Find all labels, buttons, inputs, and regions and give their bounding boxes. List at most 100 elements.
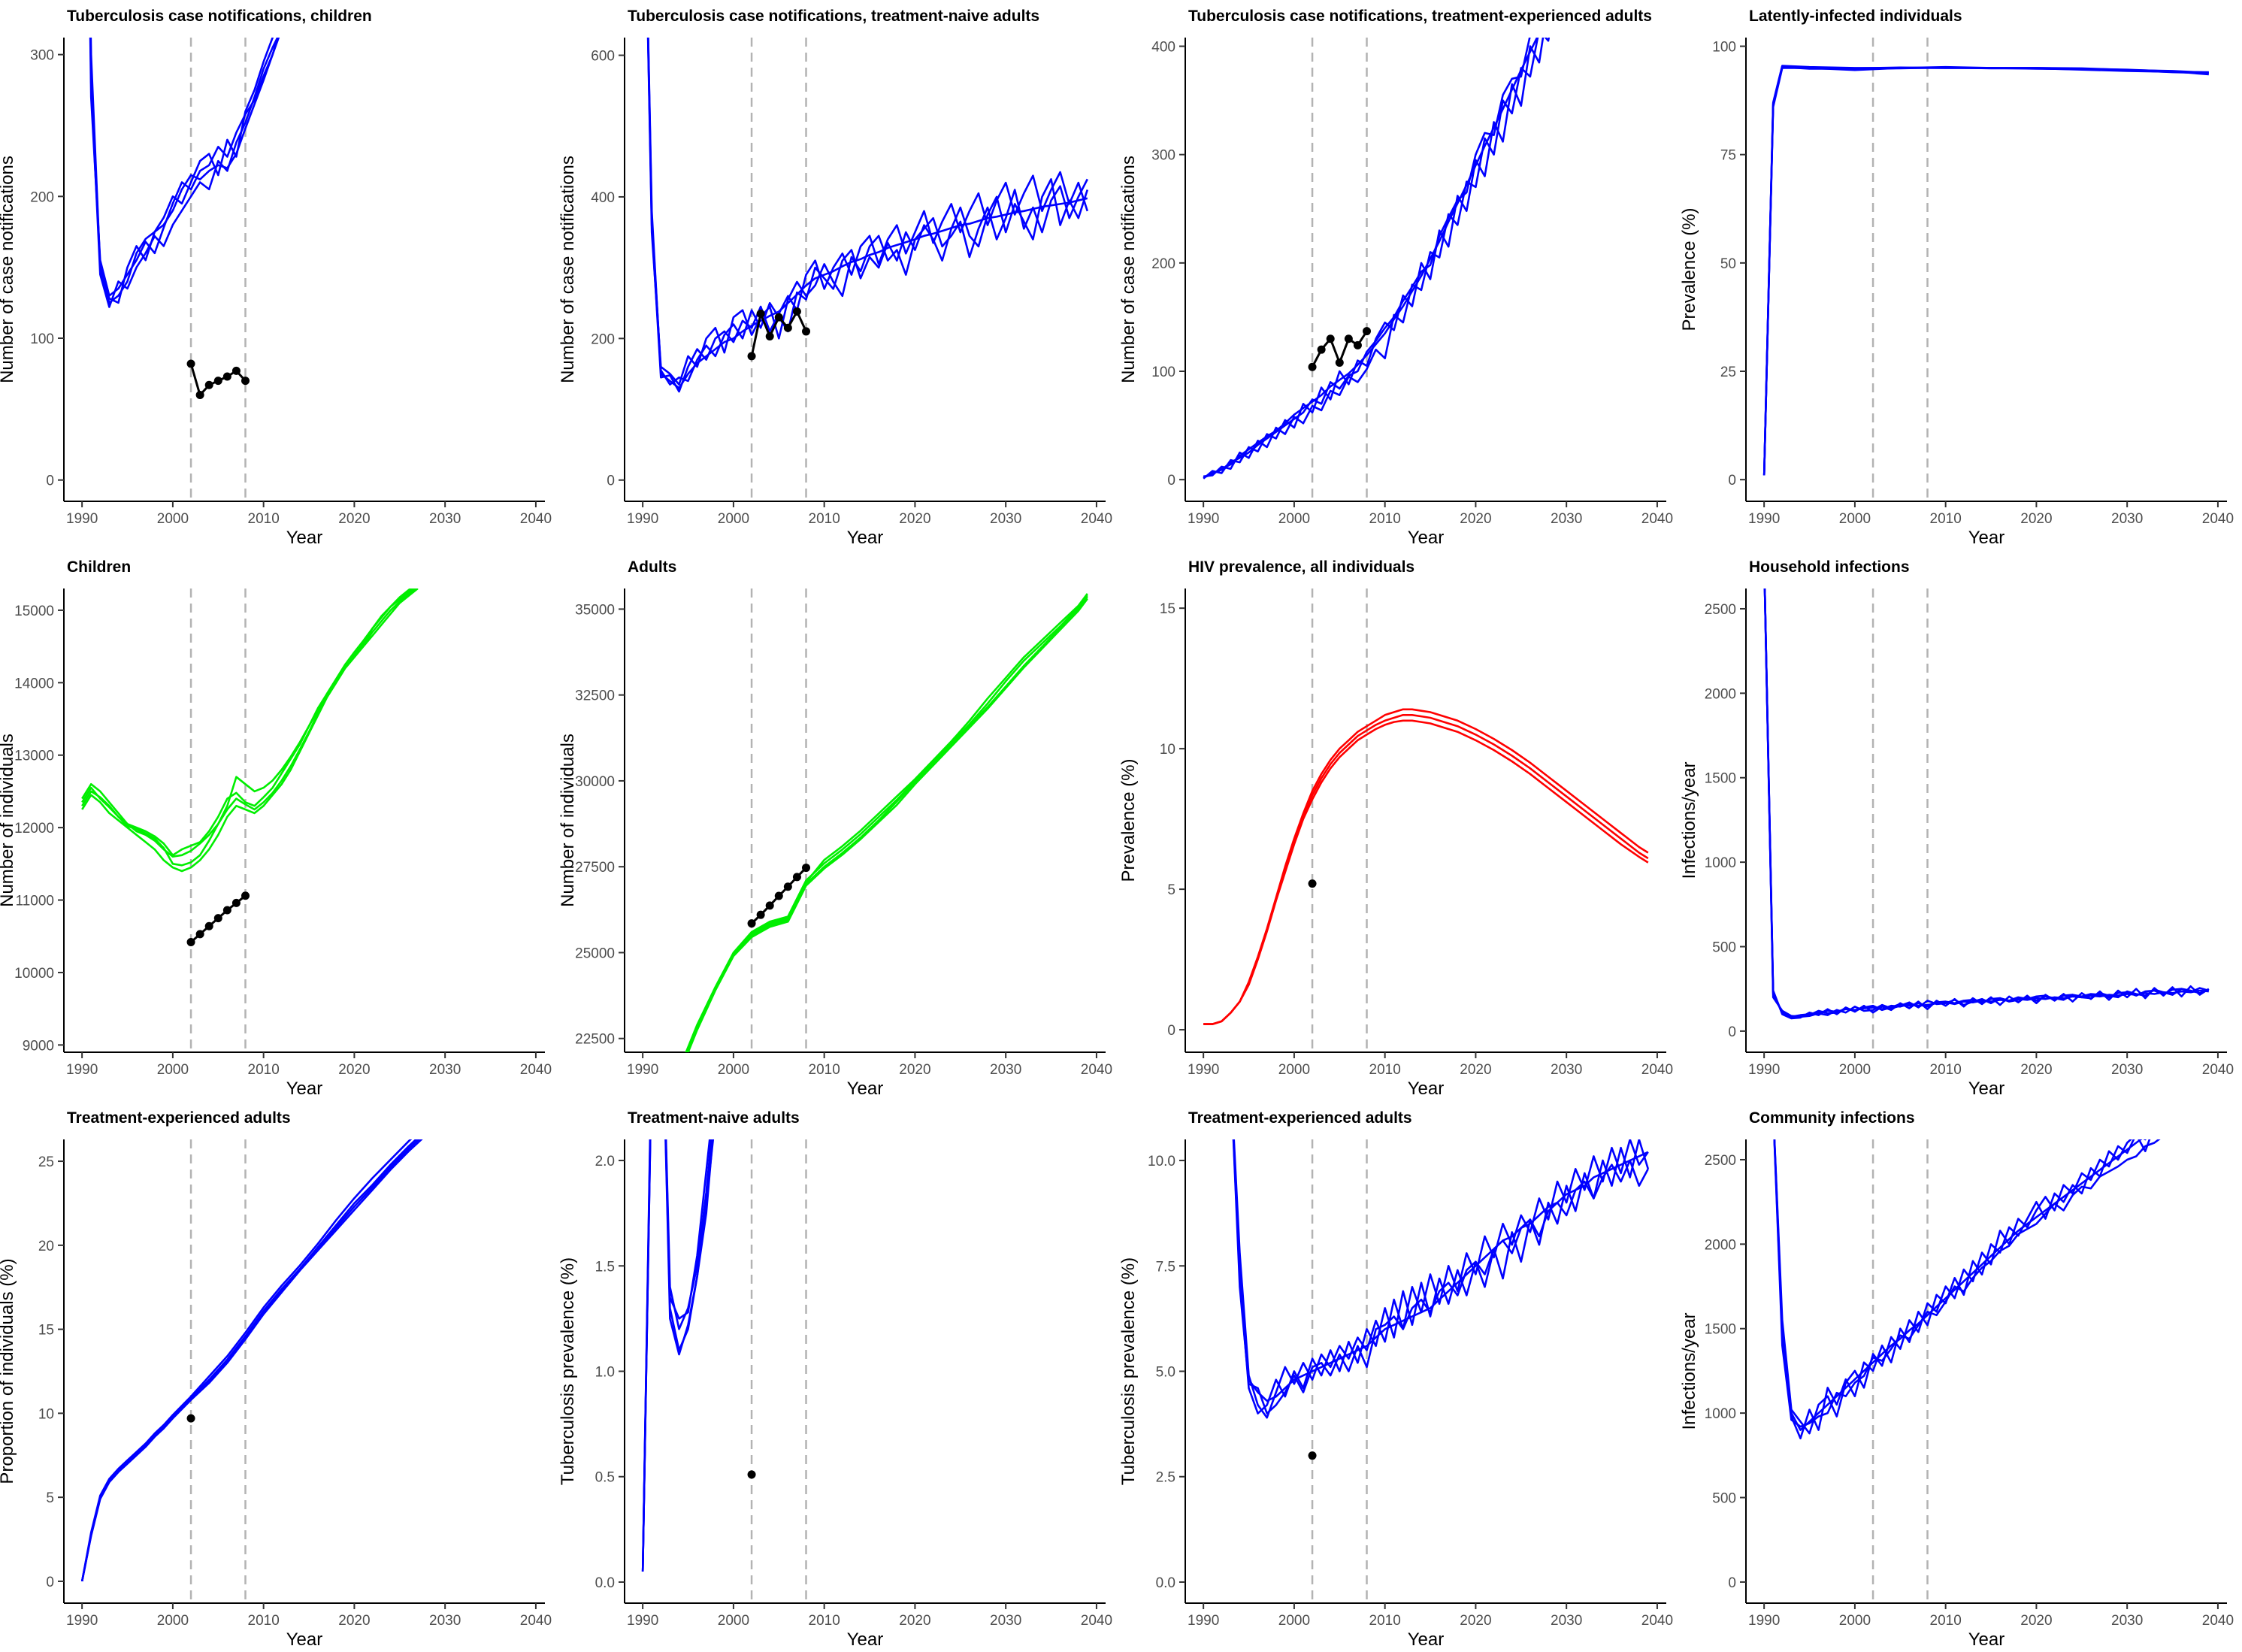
y-tick-label: 0.5 (595, 1470, 615, 1486)
y-axis-label: Tuberculosis prevalence (%) (558, 1257, 578, 1485)
observed-point (186, 937, 195, 946)
x-axis-label: Year (1408, 1079, 1445, 1099)
chart-panel-6: Adults 1990 2000 2010 2020 2030 2040 22500 25000… (558, 558, 1112, 1099)
y-tick-label: 0 (1167, 473, 1175, 489)
chart-title: Adults (628, 558, 676, 576)
x-tick-label: 2040 (1641, 1613, 1673, 1629)
data-region (1203, 38, 1551, 480)
observed-point (186, 1414, 195, 1423)
observed-point (765, 901, 774, 910)
chart-title: Treatment-experienced adults (67, 1109, 291, 1127)
y-tick-label: 15 (1160, 601, 1175, 617)
x-tick-label: 2000 (718, 1062, 749, 1078)
x-tick-label: 2030 (1551, 1613, 1582, 1629)
y-tick-label: 10.0 (1148, 1154, 1175, 1169)
x-tick-label: 2010 (1930, 1062, 1962, 1078)
series-line-4 (80, 1139, 421, 1582)
x-tick-label: 1990 (1188, 1613, 1219, 1629)
series-line-3 (89, 38, 274, 304)
y-tick-label: 35000 (575, 602, 615, 618)
observed-point (213, 914, 222, 923)
x-tick-label: 2010 (1930, 511, 1962, 527)
x-axis-label: Year (1968, 528, 2005, 548)
observed-point (756, 309, 765, 318)
x-axis-label: Year (1968, 1629, 2005, 1650)
x-tick-label: 2040 (2202, 1062, 2234, 1078)
x-tick-label: 1990 (1188, 1062, 1219, 1078)
series-line-2 (80, 1139, 423, 1582)
data-region (1773, 1139, 2161, 1440)
x-tick-label: 2040 (1081, 1062, 1112, 1078)
x-tick-label: 2000 (1839, 1062, 1871, 1078)
x-tick-label: 1990 (1748, 1613, 1780, 1629)
observed-point (204, 380, 213, 389)
series-line-2 (641, 1139, 715, 1572)
x-tick-label: 2010 (1369, 511, 1401, 527)
series-line-3 (685, 593, 1088, 1052)
x-axis-label: Year (847, 1079, 884, 1099)
y-axis-label: Prevalence (%) (1679, 207, 1699, 331)
data-region (1763, 588, 2210, 1020)
series-line-3 (1203, 713, 1649, 1025)
y-tick-label: 5 (46, 1490, 54, 1506)
series-line-4 (1763, 588, 2210, 1019)
y-axis-label: Proportion of individuals (%) (0, 1258, 17, 1484)
series-line-2 (1232, 1139, 1650, 1414)
x-tick-label: 2040 (520, 1062, 552, 1078)
y-tick-label: 1.5 (595, 1259, 615, 1275)
y-tick-label: 0 (46, 1575, 54, 1590)
data-region (646, 38, 1089, 393)
chart-panel-2: Tuberculosis case notifications, treatme… (558, 8, 1112, 548)
y-tick-label: 10 (1160, 742, 1175, 758)
observed-point (747, 919, 756, 928)
chart-panel-11: Treatment-experienced adults 1990 2000 2010… (1118, 1109, 1673, 1650)
chart-title: Latently-infected individuals (1749, 8, 1962, 25)
series-line-2 (1203, 719, 1649, 1025)
chart-title: Treatment-experienced adults (1188, 1109, 1412, 1127)
data-region (685, 593, 1088, 1052)
y-tick-label: 0 (607, 474, 615, 489)
series-line-3 (1763, 588, 2210, 1018)
y-tick-label: 0 (46, 474, 54, 489)
y-tick-label: 300 (30, 48, 54, 64)
series-line-1 (1203, 38, 1539, 479)
y-axis-label: Tuberculosis prevalence (%) (1118, 1257, 1139, 1485)
observed-point (792, 307, 801, 316)
data-region (1203, 708, 1649, 1025)
x-tick-label: 1990 (627, 1062, 658, 1078)
observed-point (231, 366, 241, 375)
x-tick-label: 1990 (1748, 1062, 1780, 1078)
observed-point (765, 332, 774, 341)
x-tick-label: 2000 (157, 1613, 189, 1629)
observed-point (802, 864, 811, 873)
x-tick-label: 2040 (520, 1613, 552, 1629)
x-tick-label: 2000 (1839, 511, 1871, 527)
x-tick-label: 2000 (718, 1613, 749, 1629)
data-region (89, 38, 280, 399)
series-line-3 (647, 38, 1089, 386)
data-region (81, 588, 419, 946)
observed-point (1363, 327, 1372, 336)
series-line-1 (647, 38, 1088, 389)
x-axis-label: Year (1408, 528, 1445, 548)
series-line-3 (1762, 65, 2209, 476)
observed-point (204, 921, 213, 930)
x-tick-label: 2020 (338, 1062, 370, 1078)
y-axis-label: Infections/year (1679, 761, 1699, 879)
y-tick-label: 100 (30, 331, 54, 347)
series-line-1 (81, 588, 415, 857)
series-line-2 (1773, 1139, 2151, 1440)
x-tick-label: 2040 (2202, 1613, 2234, 1629)
y-axis-label: Number of individuals (0, 734, 17, 907)
x-tick-label: 2030 (2111, 1613, 2143, 1629)
x-tick-label: 2020 (2020, 1062, 2052, 1078)
series-line-3 (641, 1139, 711, 1572)
series-line-3 (80, 1139, 413, 1582)
x-axis-label: Year (847, 528, 884, 548)
series-line-4 (687, 598, 1088, 1052)
chart-title: Tuberculosis case notifications, treatme… (628, 8, 1039, 25)
x-tick-label: 2000 (1278, 1613, 1310, 1629)
observed-point (195, 930, 204, 939)
x-tick-label: 2020 (899, 1613, 930, 1629)
y-tick-label: 2000 (1705, 1237, 1736, 1253)
